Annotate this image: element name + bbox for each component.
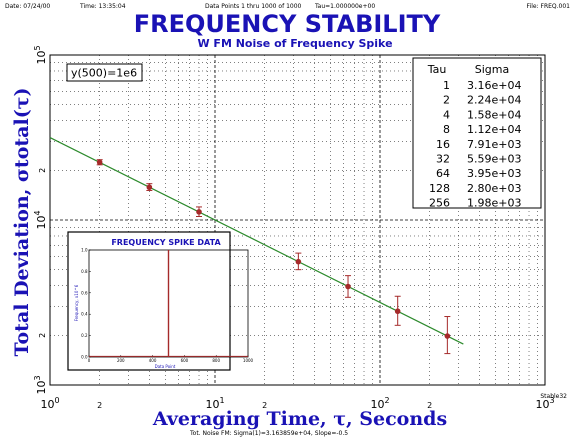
x-tick-label: 102 [370, 396, 389, 411]
inset-x-tick-label: 1000 [243, 358, 254, 363]
inset-x-tick-label: 600 [181, 358, 189, 363]
y-minor-tick-label: 2 [38, 333, 47, 338]
data-point [444, 333, 451, 339]
header-date: Date: 07/24/00 [5, 3, 50, 10]
footer-note: Tot. Noise FM: Sigma(1)=3.163859e+04, Sl… [189, 430, 348, 437]
x-tick-exp: 1 [219, 396, 224, 405]
table-cell-tau: 128 [429, 182, 450, 195]
table-cell-tau: 32 [436, 153, 450, 166]
header-data-points: Data Points 1 thru 1000 of 1000 [205, 3, 302, 10]
table-cell-tau: 64 [436, 167, 450, 180]
data-points-group [96, 159, 451, 355]
sigma-table [412, 57, 542, 209]
inset-title: FREQUENCY SPIKE DATA [111, 238, 221, 247]
y-tick-label: 104 [33, 210, 48, 229]
y-tick-exp: 5 [33, 45, 42, 50]
inset-x-tick-label: 0 [88, 358, 91, 363]
inset-x-label: Data Point [155, 364, 176, 369]
x-axis-label: Averaging Time, τ, Seconds [152, 408, 447, 430]
table-cell-sigma: 5.59e+03 [467, 153, 521, 166]
table-cell-tau: 256 [429, 197, 450, 210]
inset-y-tick-label: 0.0 [81, 355, 88, 360]
inset-frame [67, 231, 231, 371]
data-point [96, 159, 103, 166]
x-tick-exp: 3 [549, 396, 554, 405]
table-cell-sigma: 1.58e+04 [467, 108, 521, 121]
fit-line [49, 137, 464, 345]
sigma-table-rows: Tau Sigma 1 3.16e+04 2 2.24e+04 4 1.58e+04 8 1.12… [427, 63, 522, 210]
table-cell-tau: 1 [443, 79, 450, 92]
fit-line-group [49, 137, 464, 345]
corner-note: Stable32 [540, 393, 567, 400]
chart-title: FREQUENCY STABILITY [134, 10, 441, 38]
chart-subtitle: W FM Noise of Frequency Spike [197, 37, 392, 50]
table-header-sigma: Sigma [475, 63, 509, 76]
y-tick-base: 10 [35, 381, 48, 395]
data-point [196, 209, 202, 215]
y-minor-tick-label: 2 [38, 168, 47, 173]
table-cell-tau: 16 [436, 138, 450, 151]
x-tick-base: 10 [370, 398, 384, 411]
data-point [146, 184, 153, 191]
y-tick-base: 10 [35, 51, 48, 65]
annotation-box [66, 63, 143, 82]
y-tick-exp: 4 [33, 210, 42, 215]
inset-x-tick-label: 200 [117, 358, 125, 363]
x-tick-label: 103 [535, 396, 554, 411]
table-cell-sigma: 2.80e+03 [467, 182, 521, 195]
x-minor-tick-label: 2 [97, 401, 102, 410]
x-tick-label: 100 [40, 396, 59, 411]
data-point [345, 283, 351, 290]
x-tick-base: 10 [535, 398, 549, 411]
table-cell-tau: 4 [443, 108, 450, 121]
inset-y-tick-label: 0.6 [81, 290, 88, 295]
data-point [394, 308, 401, 315]
header-file: File: FREQ.001 [527, 3, 571, 10]
y-tick-label: 103 [33, 375, 48, 394]
x-tick-exp: 2 [384, 396, 389, 405]
table-cell-sigma: 7.91e+03 [467, 138, 521, 151]
table-cell-tau: 2 [443, 94, 450, 107]
inset-y-label: Frequency, x10^6 [74, 284, 79, 321]
inset-y-tick-label: 0.2 [81, 333, 88, 338]
x-minor-tick-label: 2 [262, 401, 267, 410]
table-cell-sigma: 3.16e+04 [467, 79, 521, 92]
x-tick-label: 101 [205, 396, 224, 411]
inset-x-tick-label: 400 [149, 358, 157, 363]
inset-x-tick-label: 800 [212, 358, 220, 363]
y-tick-label: 105 [33, 45, 48, 64]
inset-y-tick-label: 0.4 [81, 312, 88, 317]
table-header-tau: Tau [427, 63, 447, 76]
x-axis-label-text: Averaging Time, τ, Seconds [152, 408, 447, 430]
y-tick-base: 10 [35, 216, 48, 230]
table-cell-sigma: 1.98e+03 [467, 197, 521, 210]
x-minor-tick-label: 2 [427, 401, 432, 410]
annotation-text: y(500)=1e6 [71, 67, 137, 80]
table-cell-sigma: 2.24e+04 [467, 94, 521, 107]
x-tick-base: 10 [40, 398, 54, 411]
y-tick-exp: 3 [33, 375, 42, 380]
header-tau: Tau=1.000000e+00 [314, 3, 375, 10]
x-tick-exp: 0 [54, 396, 59, 405]
data-point [295, 258, 302, 265]
table-cell-sigma: 3.95e+03 [467, 167, 521, 180]
y-axis-label: Total Deviation, σtotal(τ) [11, 88, 33, 357]
x-tick-base: 10 [205, 398, 219, 411]
inset-y-tick-label: 1.0 [81, 248, 88, 253]
table-cell-sigma: 1.12e+04 [467, 123, 521, 136]
header-time: Time: 13:35:04 [79, 3, 126, 10]
inset-spike-plot: FREQUENCY SPIKE DATA Data Point Frequenc… [67, 231, 254, 371]
table-cell-tau: 8 [443, 123, 450, 136]
inset-y-tick-label: 0.8 [81, 269, 88, 274]
